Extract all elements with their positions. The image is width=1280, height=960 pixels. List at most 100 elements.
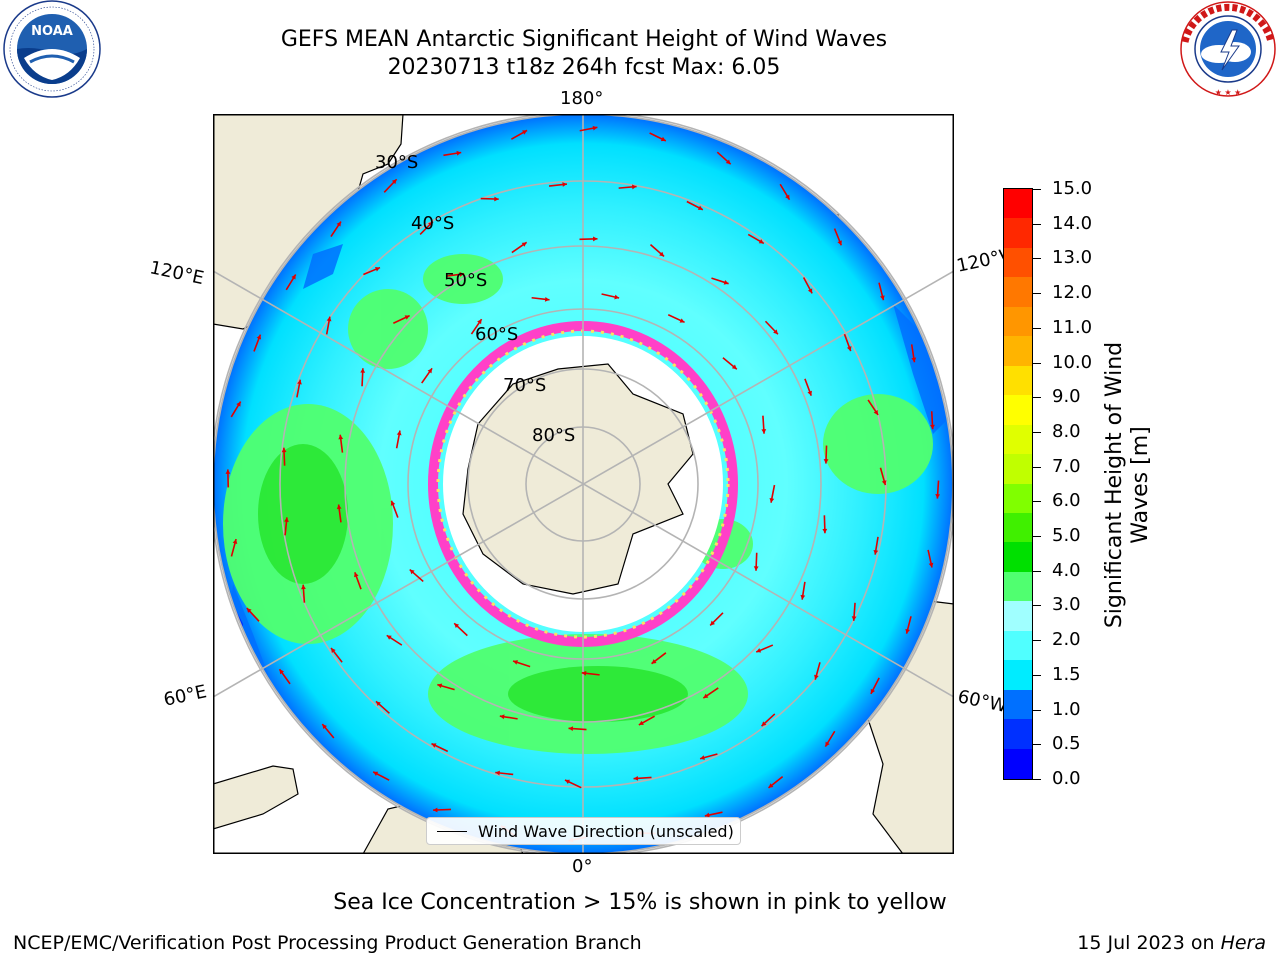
wave-arrow-head [375,701,381,707]
wave-arrow-head [386,635,392,640]
wave-arrow-head [704,812,710,818]
polar-map: 30°S 40°S 50°S 60°S 70°S 80°S Wind Wave … [213,114,954,854]
colorbar-tick-label: 1.5 [1052,663,1081,685]
wave-arrow-head [703,693,709,699]
wave-arrow-head [477,319,482,325]
colorbar-segment [1004,218,1032,249]
wave-arrow-head [581,670,587,676]
wave-arrow-head [301,584,306,590]
wave-arrow-head [800,594,806,600]
colorbar-segment [1004,454,1032,485]
colorbar-segment [1004,247,1032,278]
colorbar [1003,188,1033,780]
colorbar-segment [1004,306,1032,337]
wave-arrow-head [428,221,433,227]
wave-arrow-head [499,714,505,720]
colorbar-tick-mark [1033,362,1041,364]
colorbar-segment [1004,689,1032,720]
footer-date-prefix: 15 Jul 2023 on [1077,932,1221,954]
wave-arrow-head [873,409,879,415]
colorbar-tick-mark [1033,431,1041,433]
colorbar-tick-mark [1033,466,1041,468]
colorbar-tick-label: 10.0 [1052,351,1093,373]
wave-arrow-head [870,688,876,694]
wave-arrow-head [494,196,499,202]
wave-arrow-head [336,221,341,227]
wave-arrow-head [697,205,703,210]
wave-arrow-head [659,251,665,257]
colorbar-segment [1004,571,1032,602]
wave-arrow-head [679,318,685,323]
colorbar-title-line2: Waves [m] [1128,426,1153,544]
wave-arrow-head [338,434,344,440]
wave-arrow-head [404,315,410,320]
wave-arrow-head [822,528,828,534]
wave-arrow-head [454,623,460,629]
wave-arrow-head [391,179,397,185]
lon-label-180: 180° [560,88,604,109]
colorbar-segment [1004,660,1032,691]
lat-label-50s: 50°S [444,270,488,291]
colorbar-tick-label: 0.0 [1052,768,1081,789]
colorbar-tick-mark [1033,327,1041,329]
map-legend: Wind Wave Direction (unscaled) [426,817,741,845]
wave-arrow-head [651,659,657,664]
wave-arrow-head [660,136,666,142]
colorbar-segment [1004,542,1032,573]
wave-arrow-head [360,368,366,373]
colorbar-tick-mark [1033,570,1041,572]
wave-arrow-head [564,779,570,785]
colorbar-tick-mark [1033,293,1041,295]
wave-arrow-head [807,390,812,396]
wave-arrow-head [331,648,336,653]
colorbar-tick-label: 5.0 [1052,525,1081,547]
wave-arrow-head [246,608,252,613]
wave-arrow-head [768,783,774,788]
lat-label-60s: 60°S [475,324,519,345]
wave-arrow-head [495,770,500,776]
footer-machine: Hera [1220,932,1266,954]
wave-arrow-head [521,242,527,247]
wave-arrow-head [354,572,359,578]
wave-arrow-head [437,683,443,689]
lon-label-120e: 120°E [147,257,206,290]
colorbar-tick-mark [1033,189,1041,190]
wave-arrow-head [562,182,567,187]
colorbar-tick-mark [1033,709,1041,711]
colorbar-tick-label: 13.0 [1052,247,1093,269]
wave-arrow-head [837,240,842,246]
colorbar-title-line1: Significant Height of Wind [1102,341,1127,629]
wave-arrow-head [431,743,437,748]
noaa-logo: NOAA [0,0,104,100]
wave-arrow-head [723,280,729,285]
wave-arrow-head [544,296,550,302]
noaa-logo-text: NOAA [31,24,73,39]
colorbar-tick-label: 1.0 [1052,698,1081,720]
lon-label-60e: 60°E [161,681,209,711]
footer-credit: NCEP/EMC/Verification Post Processing Pr… [13,932,642,954]
wave-arrow-head [236,401,241,407]
lat-label-70s: 70°S [503,375,547,396]
wave-arrow-head [593,236,598,242]
chart-title-line2: 20230713 t18z 264h fcst Max: 6.05 [387,55,781,80]
wave-arrow-head [905,628,910,634]
wave-arrow-head [761,429,767,434]
wave-arrow-head [773,329,778,335]
lat-label-80s: 80°S [532,425,576,446]
lat-label-30s: 30°S [375,152,419,173]
legend-label: Wind Wave Direction (unscaled) [478,822,734,841]
colorbar-tick-mark [1033,605,1041,607]
nws-logo: ★ ★ ★ [1177,0,1280,100]
wave-arrow-head [522,130,528,135]
colorbar-tick-mark [1033,536,1041,538]
wave-arrow-head [823,459,829,464]
colorbar-tick-label: 6.0 [1052,490,1081,512]
wave-arrow-head [433,807,438,813]
wave-arrow-head [326,316,332,322]
wave-arrow-head [930,424,935,430]
wave-arrow-head [279,669,285,675]
colorbar-tick-label: 15.0 [1052,178,1093,199]
wave-arrow-head [373,771,379,777]
wave-arrow-head [322,724,327,730]
wave-arrow-head [256,334,262,340]
